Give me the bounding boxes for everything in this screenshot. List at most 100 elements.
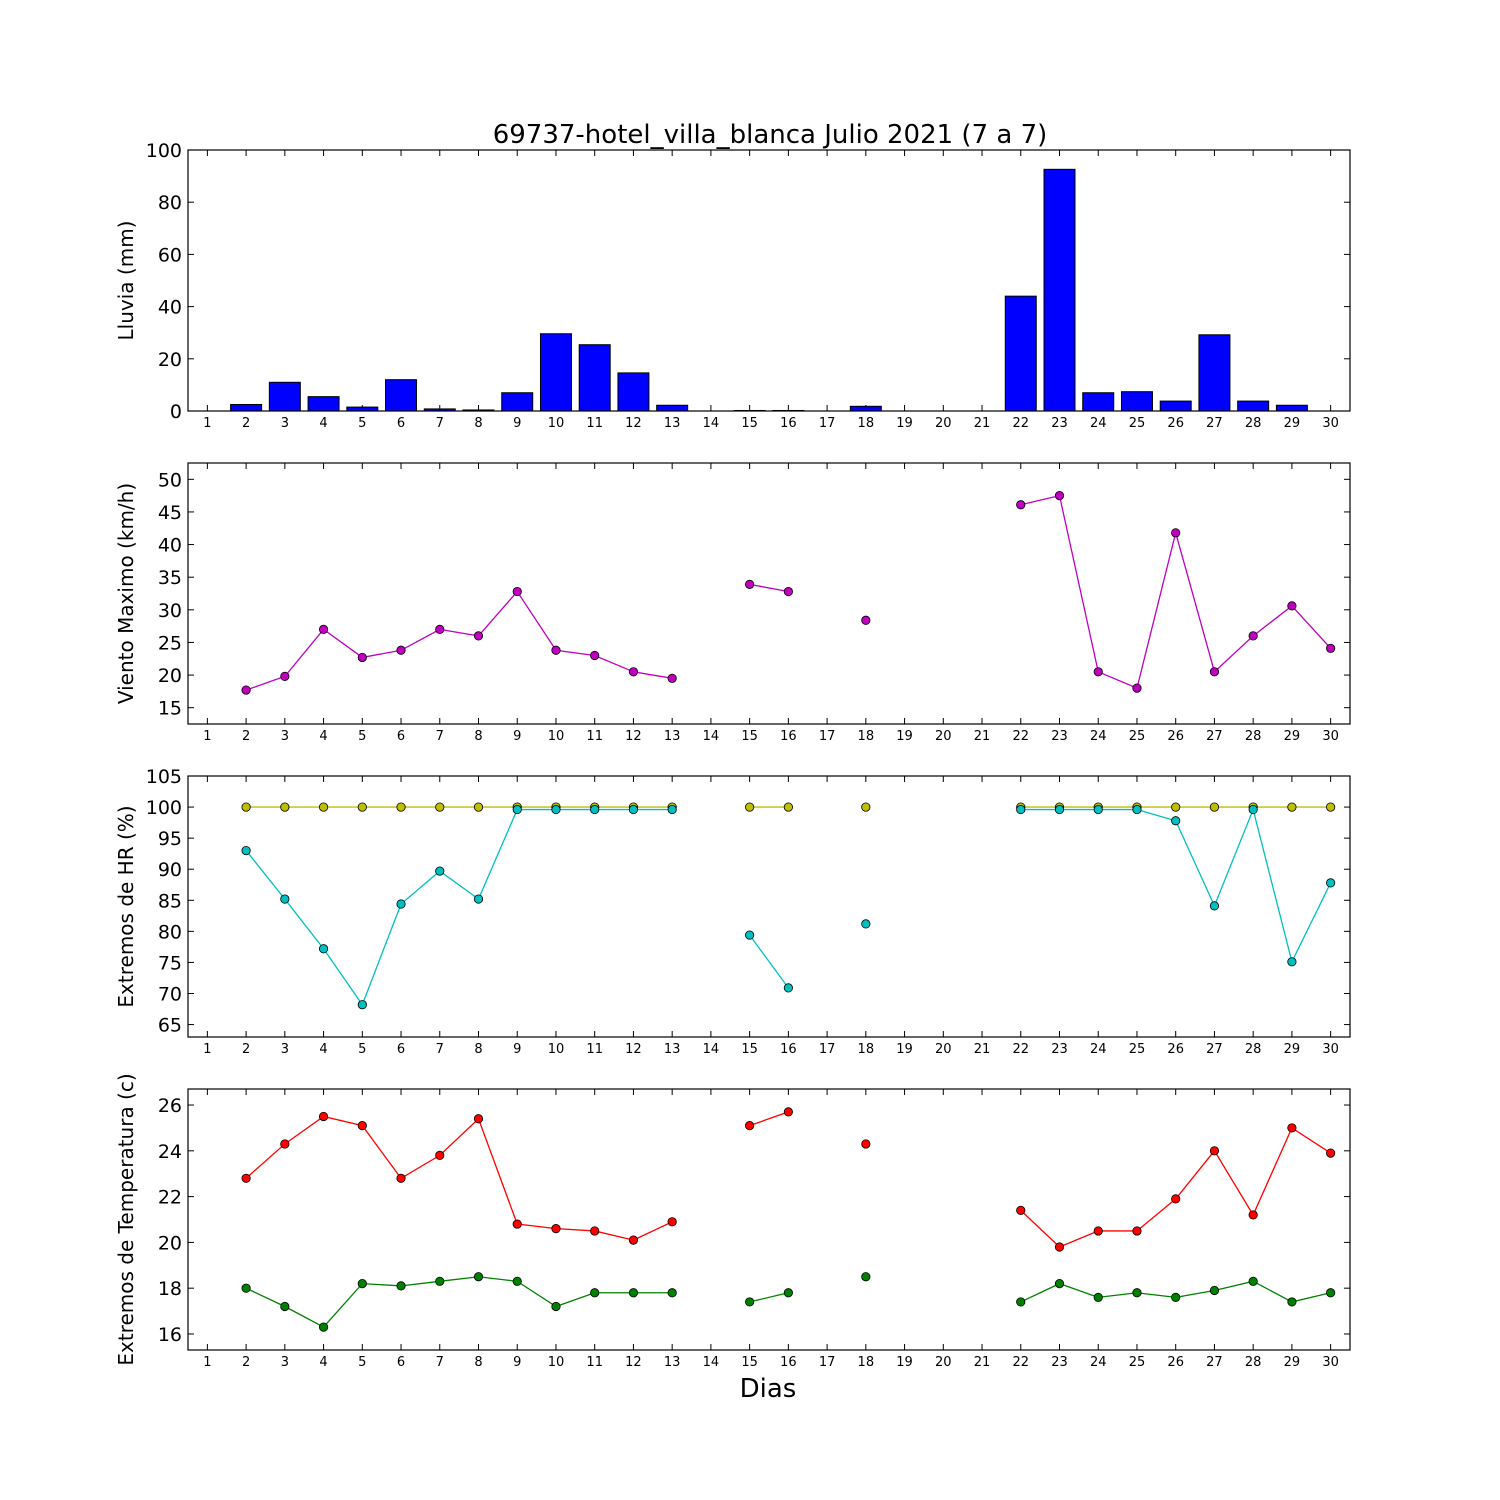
y-tick-label: 80 [158,921,182,943]
x-tick-label: 7 [436,1042,444,1057]
x-tick-label: 25 [1129,1355,1146,1370]
x-tick-label: 21 [974,1355,991,1370]
bar [230,403,263,412]
x-tick-label: 14 [703,1042,720,1057]
plot-frame [187,149,1351,412]
series-line [245,1276,673,1328]
data-point [628,1288,639,1298]
x-tick-label: 30 [1322,1042,1339,1057]
y-tick-label: 50 [158,469,182,491]
x-tick-label: 24 [1090,416,1107,431]
x-tick-label: 26 [1167,1042,1184,1057]
y-tick-label: 70 [158,984,182,1006]
x-tick-label: 30 [1322,729,1339,744]
data-point [1248,804,1258,815]
y-axis-label: Extremos de Temperatura (c) [114,1073,138,1365]
x-tick-label: 7 [436,416,444,431]
data-point [1326,1148,1336,1158]
data-point [512,804,522,815]
x-tick-label: 9 [513,1042,521,1057]
x-tick-label: 12 [625,1355,642,1370]
bar [578,344,611,412]
y-tick-label: 22 [158,1187,182,1209]
data-point [745,930,755,940]
data-point [357,1279,367,1289]
bar [1198,334,1231,412]
x-tick-label: 4 [319,416,327,431]
series-line [245,808,673,1007]
data-point [357,802,367,812]
data-point [280,894,290,904]
y-tick-label: 40 [158,297,182,319]
data-point [396,802,406,812]
y-tick-label: 20 [158,349,182,371]
x-tick-label: 19 [896,1042,913,1057]
series-line [749,583,789,593]
data-point [1054,1242,1065,1252]
bar [385,379,418,412]
data-point [1209,1285,1220,1296]
x-tick-label: 5 [358,416,366,431]
bar [1275,404,1308,412]
data-point [667,673,677,683]
bar [617,372,650,412]
x-tick-label: 3 [281,416,289,431]
y-axis-label: Extremos de HR (%) [114,805,138,1007]
x-tick-label: 30 [1322,1355,1339,1370]
x-tick-label: 28 [1245,729,1262,744]
data-point [667,1288,677,1298]
data-point [1054,804,1065,815]
x-tick-label: 11 [586,1355,603,1370]
x-tick-label: 15 [741,416,758,431]
x-tick-label: 30 [1322,416,1339,431]
y-tick-label: 30 [158,600,182,622]
y-tick-label: 105 [146,766,182,788]
data-point [1326,878,1336,888]
bar [1237,400,1270,412]
plot-frame [187,1088,1351,1351]
data-point [512,1276,522,1286]
x-tick-label: 16 [780,729,797,744]
series-1 [241,804,1336,1010]
data-point [628,667,639,677]
data-point [473,1272,484,1282]
data-point [1248,631,1258,641]
data-point [318,624,329,634]
x-tick-label: 19 [896,729,913,744]
data-point [1248,1276,1258,1286]
data-point [357,1121,367,1131]
x-tick-label: 13 [664,729,681,744]
data-point [473,631,484,641]
bar [849,405,882,412]
data-point [396,1173,406,1183]
data-point [435,866,445,876]
x-tick-label: 15 [741,1355,758,1370]
x-tick-label: 6 [397,1042,405,1057]
x-tick-label: 14 [703,416,720,431]
x-tick-label: 13 [664,1355,681,1370]
data-point [1171,816,1181,826]
y-tick-label: 95 [158,828,182,850]
data-point [861,615,871,625]
x-tick-label: 18 [858,1042,875,1057]
x-tick-label: 27 [1206,1355,1223,1370]
data-point [1132,683,1142,693]
plot-frame [187,775,1351,1038]
x-tick-label: 1 [203,729,211,744]
x-tick-label: 21 [974,729,991,744]
x-tick-label: 17 [819,729,836,744]
x-tick-label: 23 [1051,729,1068,744]
x-tick-label: 3 [281,1355,289,1370]
x-tick-label: 28 [1245,416,1262,431]
bar [1120,391,1153,412]
data-point [783,586,793,597]
x-tick-label: 26 [1167,729,1184,744]
series-line [749,934,789,989]
x-tick-label: 10 [548,1042,565,1057]
data-point [783,1107,793,1117]
data-point [318,944,329,954]
data-point [1093,1226,1103,1236]
data-point [1248,1210,1258,1220]
x-tick-label: 11 [586,1042,603,1057]
series-1 [241,1272,1336,1332]
